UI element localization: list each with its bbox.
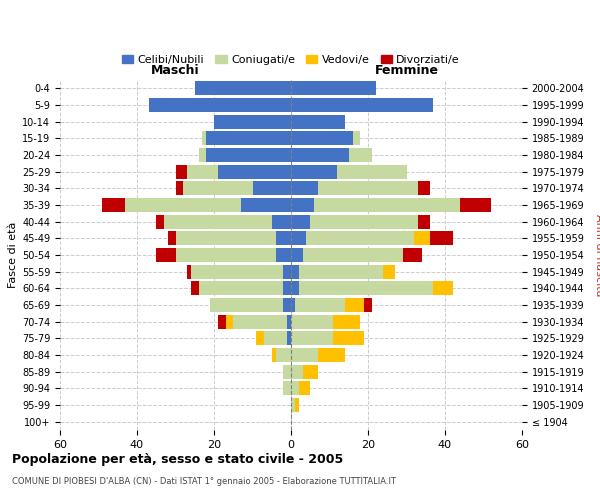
Bar <box>418 214 430 229</box>
Bar <box>256 332 264 345</box>
Bar <box>156 248 176 262</box>
Bar <box>291 98 433 112</box>
Bar <box>283 298 291 312</box>
Bar <box>176 182 183 196</box>
Bar <box>291 281 299 295</box>
Bar <box>187 164 218 179</box>
Text: COMUNE DI PIOBESI D'ALBA (CN) - Dati ISTAT 1° gennaio 2005 - Elaborazione TUTTIT: COMUNE DI PIOBESI D'ALBA (CN) - Dati IST… <box>12 478 396 486</box>
Bar <box>275 231 291 246</box>
Bar <box>314 198 460 212</box>
Bar <box>103 198 125 212</box>
Bar <box>156 214 164 229</box>
Bar <box>291 148 349 162</box>
Bar <box>334 314 360 329</box>
Bar <box>291 332 334 345</box>
Text: Femmine: Femmine <box>374 64 439 76</box>
Bar <box>214 114 291 129</box>
Bar <box>210 298 283 312</box>
Bar <box>291 82 376 96</box>
Bar <box>176 248 275 262</box>
Bar <box>253 182 291 196</box>
Bar <box>206 132 291 145</box>
Bar <box>299 281 433 295</box>
Bar <box>291 264 299 279</box>
Bar <box>272 214 291 229</box>
Bar <box>414 231 430 246</box>
Bar <box>218 164 291 179</box>
Bar <box>310 214 418 229</box>
Bar <box>183 182 253 196</box>
Bar <box>291 114 345 129</box>
Bar <box>299 264 383 279</box>
Bar <box>191 281 199 295</box>
Bar <box>164 214 272 229</box>
Bar <box>295 398 299 412</box>
Y-axis label: Anni di nascita: Anni di nascita <box>594 214 600 296</box>
Bar <box>291 364 302 379</box>
Bar <box>168 231 176 246</box>
Legend: Celibi/Nubili, Coniugati/e, Vedovi/e, Divorziati/e: Celibi/Nubili, Coniugati/e, Vedovi/e, Di… <box>118 50 464 70</box>
Bar <box>206 148 291 162</box>
Bar <box>199 148 206 162</box>
Bar <box>241 198 291 212</box>
Y-axis label: Fasce di età: Fasce di età <box>8 222 18 288</box>
Bar <box>202 132 206 145</box>
Bar <box>218 314 226 329</box>
Bar <box>349 148 372 162</box>
Bar <box>176 231 275 246</box>
Bar <box>291 398 295 412</box>
Bar <box>291 214 310 229</box>
Bar <box>383 264 395 279</box>
Bar <box>299 381 310 396</box>
Bar <box>187 264 191 279</box>
Bar <box>291 381 299 396</box>
Bar <box>195 82 291 96</box>
Bar <box>283 381 291 396</box>
Bar <box>302 364 318 379</box>
Bar <box>199 281 283 295</box>
Bar <box>364 298 372 312</box>
Bar <box>307 231 414 246</box>
Text: Maschi: Maschi <box>151 64 200 76</box>
Bar <box>318 348 345 362</box>
Bar <box>226 314 233 329</box>
Bar <box>283 364 291 379</box>
Bar <box>291 248 302 262</box>
Bar <box>176 164 187 179</box>
Bar <box>337 164 407 179</box>
Text: Popolazione per età, sesso e stato civile - 2005: Popolazione per età, sesso e stato civil… <box>12 452 343 466</box>
Bar <box>318 182 418 196</box>
Bar <box>275 348 291 362</box>
Bar <box>353 132 360 145</box>
Bar <box>287 332 291 345</box>
Bar <box>291 298 295 312</box>
Bar <box>302 248 403 262</box>
Bar <box>291 198 314 212</box>
Bar <box>291 132 353 145</box>
Bar <box>233 314 287 329</box>
Bar <box>291 348 318 362</box>
Bar <box>430 231 453 246</box>
Bar <box>125 198 241 212</box>
Bar <box>460 198 491 212</box>
Bar <box>291 182 318 196</box>
Bar <box>283 281 291 295</box>
Bar <box>418 182 430 196</box>
Bar <box>291 164 337 179</box>
Bar <box>291 231 307 246</box>
Bar <box>433 281 453 295</box>
Bar <box>403 248 422 262</box>
Bar <box>334 332 364 345</box>
Bar <box>287 314 291 329</box>
Bar <box>149 98 291 112</box>
Bar <box>345 298 364 312</box>
Bar <box>264 332 287 345</box>
Bar <box>275 248 291 262</box>
Bar <box>191 264 283 279</box>
Bar <box>291 314 334 329</box>
Bar <box>283 264 291 279</box>
Bar <box>272 348 275 362</box>
Bar <box>295 298 345 312</box>
